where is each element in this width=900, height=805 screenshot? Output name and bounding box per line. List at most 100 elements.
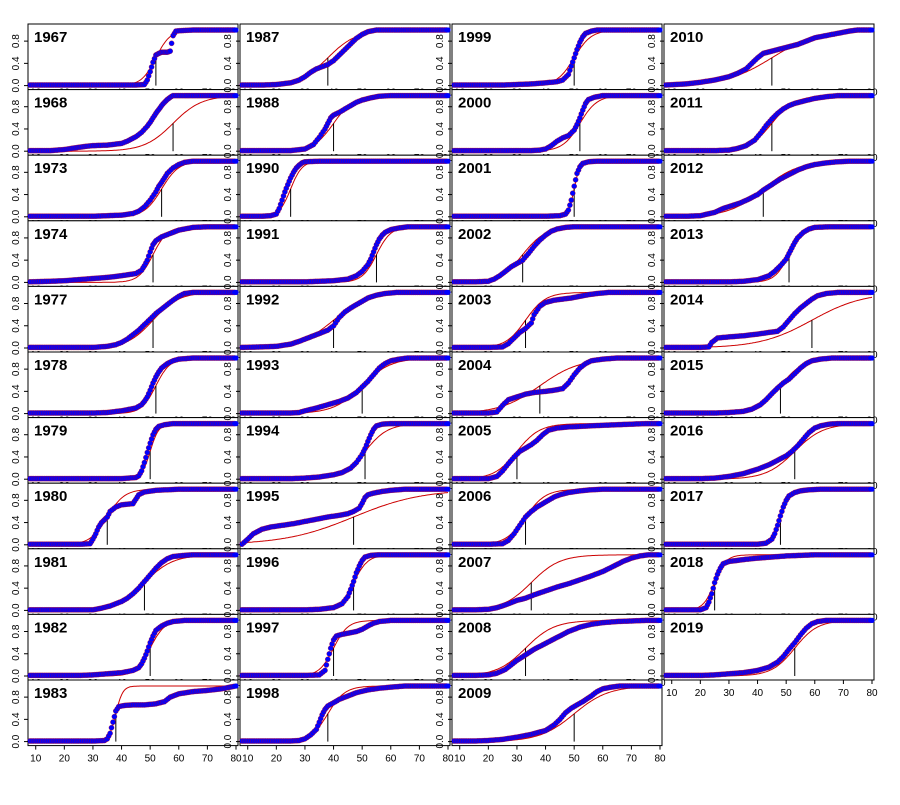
data-point bbox=[657, 552, 662, 557]
data-point bbox=[149, 64, 154, 69]
data-point bbox=[445, 93, 450, 98]
y-tick-label: 0.8 bbox=[435, 34, 446, 48]
y-tick-label: 0.0 bbox=[223, 406, 234, 420]
panel-year-label: 1983 bbox=[34, 685, 67, 702]
y-tick-label: 0.4 bbox=[11, 253, 22, 267]
data-point bbox=[233, 487, 238, 492]
data-point bbox=[233, 683, 238, 688]
x-tick-label: 80 bbox=[654, 754, 666, 765]
y-tick-label: 0.0 bbox=[11, 537, 22, 551]
x-tick-label: 30 bbox=[299, 754, 311, 765]
data-point bbox=[445, 552, 450, 557]
panel-year-label: 1982 bbox=[34, 619, 67, 636]
y-tick-label: 0.0 bbox=[11, 78, 22, 92]
data-point bbox=[869, 93, 874, 98]
data-point bbox=[109, 725, 114, 730]
data-point bbox=[233, 93, 238, 98]
x-tick-label: 50 bbox=[569, 754, 581, 765]
x-tick-label: 40 bbox=[116, 754, 128, 765]
data-point bbox=[233, 159, 238, 164]
x-tick-label: 20 bbox=[271, 754, 283, 765]
y-tick-label: 0.4 bbox=[223, 646, 234, 660]
panel-year-label: 1988 bbox=[246, 95, 279, 112]
panel-year-label: 1992 bbox=[246, 291, 279, 308]
y-tick-label: 0.4 bbox=[435, 253, 446, 267]
y-tick-label: 0.8 bbox=[647, 165, 658, 179]
data-point bbox=[148, 69, 153, 74]
y-tick-label: 0.8 bbox=[11, 362, 22, 376]
x-tick-label: 30 bbox=[87, 754, 99, 765]
y-tick-label: 0.0 bbox=[223, 144, 234, 158]
y-tick-label: 0.4 bbox=[223, 712, 234, 726]
y-tick-label: 0.0 bbox=[11, 144, 22, 158]
panel-year-label: 1978 bbox=[34, 357, 67, 374]
data-point bbox=[657, 487, 662, 492]
data-point bbox=[112, 714, 117, 719]
y-tick-label: 0.4 bbox=[223, 318, 234, 332]
y-tick-label: 0.0 bbox=[435, 406, 446, 420]
y-tick-label: 0.4 bbox=[435, 384, 446, 398]
x-tick-label: 70 bbox=[414, 754, 426, 765]
y-tick-label: 0.0 bbox=[11, 275, 22, 289]
y-tick-label: 0.4 bbox=[435, 646, 446, 660]
y-tick-label: 0.8 bbox=[11, 165, 22, 179]
data-point bbox=[569, 198, 574, 203]
y-tick-label: 0.4 bbox=[223, 515, 234, 529]
x-tick-label: 20 bbox=[59, 754, 71, 765]
y-tick-label: 0.8 bbox=[11, 34, 22, 48]
y-tick-label: 0.4 bbox=[223, 56, 234, 70]
y-tick-label: 0.0 bbox=[435, 209, 446, 223]
x-tick-label: 20 bbox=[483, 754, 495, 765]
data-point bbox=[445, 421, 450, 426]
y-tick-label: 0.8 bbox=[435, 559, 446, 573]
y-tick-label: 0.0 bbox=[435, 734, 446, 748]
y-tick-label: 0.0 bbox=[223, 78, 234, 92]
y-tick-label: 0.0 bbox=[647, 144, 658, 158]
y-tick-label: 0.4 bbox=[11, 122, 22, 136]
y-tick-label: 0.4 bbox=[223, 450, 234, 464]
y-tick-label: 0.4 bbox=[11, 56, 22, 70]
y-tick-label: 0.4 bbox=[223, 384, 234, 398]
y-tick-label: 0.8 bbox=[11, 493, 22, 507]
y-tick-label: 0.0 bbox=[11, 341, 22, 355]
data-point bbox=[566, 208, 571, 213]
y-tick-label: 0.0 bbox=[647, 78, 658, 92]
y-tick-label: 0.8 bbox=[435, 99, 446, 113]
panel-year-label: 2005 bbox=[458, 423, 491, 440]
panel-year-label: 2008 bbox=[458, 619, 491, 636]
y-tick-label: 0.4 bbox=[11, 581, 22, 595]
y-tick-label: 0.8 bbox=[647, 231, 658, 245]
panel-year-label: 1994 bbox=[246, 423, 280, 440]
panel-year-label: 2012 bbox=[670, 160, 703, 177]
y-tick-label: 0.4 bbox=[11, 712, 22, 726]
y-tick-label: 0.4 bbox=[435, 515, 446, 529]
x-tick-label: 10 bbox=[242, 754, 254, 765]
panel-year-label: 1991 bbox=[246, 226, 279, 243]
panel-year-label: 2003 bbox=[458, 291, 491, 308]
data-point bbox=[145, 450, 150, 455]
x-tick-label: 40 bbox=[540, 754, 552, 765]
y-tick-label: 0.4 bbox=[223, 122, 234, 136]
panel-year-label: 1993 bbox=[246, 357, 279, 374]
data-point bbox=[657, 355, 662, 360]
panel-year-label: 2001 bbox=[458, 160, 491, 177]
y-tick-label: 0.8 bbox=[223, 34, 234, 48]
data-point bbox=[169, 41, 174, 46]
data-point bbox=[233, 618, 238, 623]
data-point bbox=[657, 93, 662, 98]
data-point bbox=[657, 618, 662, 623]
data-point bbox=[233, 552, 238, 557]
y-tick-label: 0.8 bbox=[435, 493, 446, 507]
y-tick-label: 0.4 bbox=[11, 450, 22, 464]
y-tick-label: 0.8 bbox=[435, 362, 446, 376]
data-point bbox=[869, 159, 874, 164]
y-tick-label: 0.0 bbox=[435, 78, 446, 92]
y-tick-label: 0.8 bbox=[223, 559, 234, 573]
data-point bbox=[657, 224, 662, 229]
y-tick-label: 0.0 bbox=[223, 669, 234, 683]
y-tick-label: 0.8 bbox=[11, 427, 22, 441]
y-tick-label: 0.8 bbox=[223, 362, 234, 376]
y-tick-label: 0.0 bbox=[223, 472, 234, 486]
panel-year-label: 1968 bbox=[34, 95, 67, 112]
